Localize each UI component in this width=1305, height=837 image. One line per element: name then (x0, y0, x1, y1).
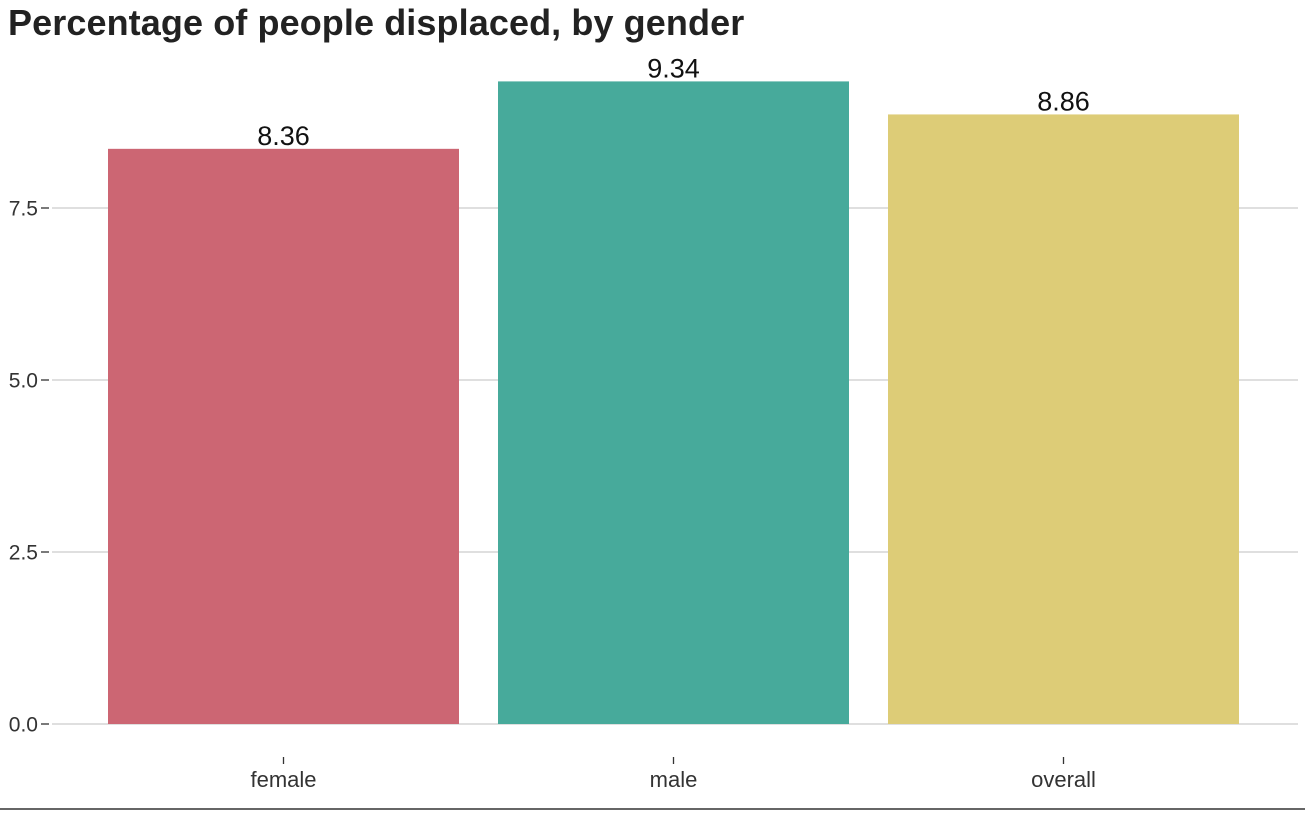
x-tick-label-male: male (650, 767, 698, 792)
x-tick-label-overall: overall (1031, 767, 1096, 792)
chart-title: Percentage of people displaced, by gende… (8, 2, 745, 43)
y-tick-label: 7.5 (9, 198, 38, 221)
bar-female (108, 148, 459, 724)
data-label-overall: 8.86 (1037, 86, 1090, 116)
data-label-female: 8.36 (257, 121, 310, 151)
x-tick-label-female: female (250, 767, 316, 792)
y-axis: 0.0 2.5 5.0 7.5 (9, 198, 49, 737)
y-tick-label: 2.5 (9, 542, 38, 565)
data-labels: 8.36 9.34 8.86 (257, 53, 1090, 150)
y-tick-label: 5.0 (9, 370, 38, 393)
data-label-male: 9.34 (647, 53, 700, 83)
bar-male (498, 81, 849, 724)
bar-overall (888, 114, 1239, 724)
x-axis: female male overall (250, 757, 1096, 792)
bars (108, 81, 1239, 724)
y-tick-label: 0.0 (9, 714, 38, 737)
